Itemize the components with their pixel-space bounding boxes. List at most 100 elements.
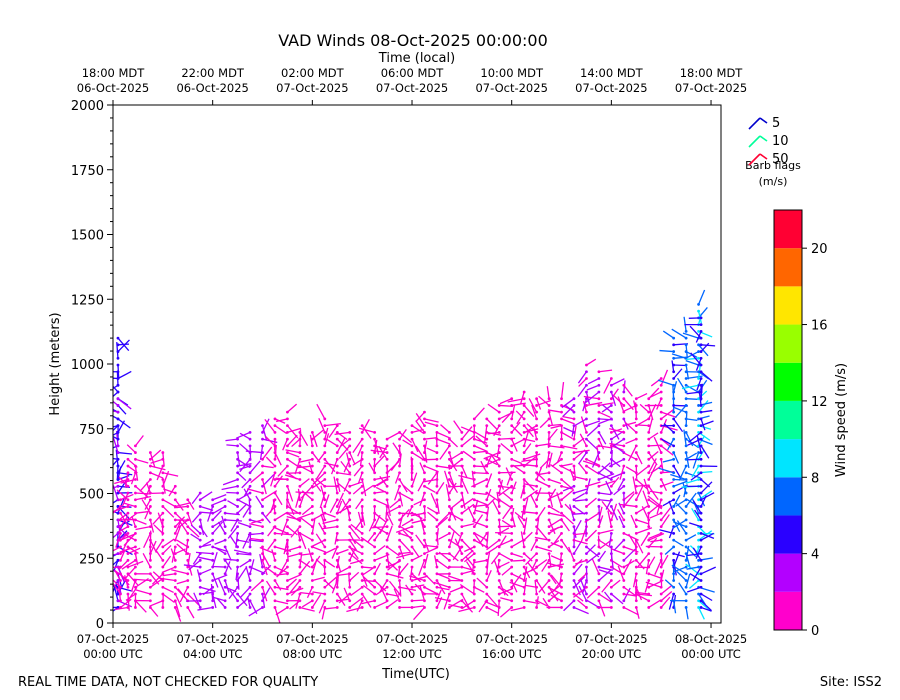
wind-barb <box>585 529 597 541</box>
wind-barb <box>299 533 307 550</box>
wind-barb-base <box>697 464 700 468</box>
wind-barb-base <box>286 417 289 421</box>
wind-barb-base <box>286 424 289 428</box>
wind-barb <box>393 588 401 601</box>
wind-barb <box>461 523 475 528</box>
wind-barb-base <box>435 579 439 582</box>
wind-barb <box>191 492 201 505</box>
wind-barb <box>290 526 301 538</box>
wind-barb-base <box>497 430 501 434</box>
wind-barb-base <box>286 518 289 522</box>
wind-barb <box>700 606 712 612</box>
wind-barb-base <box>335 424 339 428</box>
wind-barb-base <box>134 572 137 576</box>
wind-barb <box>298 458 313 463</box>
wind-barb-base <box>497 471 501 475</box>
wind-barb-base <box>547 552 551 555</box>
wind-barb-base <box>684 592 688 596</box>
wind-barb <box>278 559 288 575</box>
wind-barb-base <box>699 323 703 327</box>
wind-barb <box>274 475 283 487</box>
wind-barb-base <box>211 592 215 596</box>
wind-barb-base <box>360 424 364 428</box>
wind-barb-base <box>547 511 551 515</box>
wind-barb <box>212 521 224 534</box>
wind-barb <box>287 505 300 514</box>
wind-barb <box>274 600 289 605</box>
wind-barb <box>275 573 288 576</box>
wind-barb <box>127 593 130 611</box>
colorbar-tick-label: 12 <box>811 395 828 410</box>
wind-barb-base <box>126 585 130 589</box>
wind-barb <box>686 418 698 421</box>
wind-barb <box>698 400 709 413</box>
wind-barb-base <box>672 478 676 481</box>
wind-barb-base <box>585 585 588 589</box>
wind-barb <box>538 395 550 406</box>
wind-barb <box>436 580 446 595</box>
wind-barb <box>402 439 413 447</box>
wind-barb <box>673 465 682 480</box>
wind-barb <box>321 526 338 530</box>
wind-barb-base <box>116 491 120 495</box>
wind-barb-base <box>348 444 352 448</box>
wind-barb-base <box>248 437 252 441</box>
wind-barb-base <box>497 511 501 515</box>
wind-barb-base <box>385 545 389 549</box>
wind-barb-base <box>535 437 539 441</box>
wind-barb-base <box>410 545 414 549</box>
wind-barb <box>673 381 678 393</box>
wind-barb <box>349 559 363 565</box>
wind-barb-base <box>647 579 651 582</box>
wind-barb-base <box>198 606 202 609</box>
wind-barb-base <box>273 531 277 535</box>
wind-barb-base <box>119 511 122 515</box>
wind-barb <box>195 551 213 555</box>
wind-barb <box>358 427 375 434</box>
wind-barb <box>324 576 337 588</box>
wind-barb <box>673 368 683 379</box>
wind-barb-base <box>435 484 439 488</box>
wind-barb <box>635 484 644 500</box>
wind-barb-base <box>385 498 389 502</box>
wind-barb-base <box>410 444 414 448</box>
wind-barb-base <box>161 538 165 542</box>
wind-barb-base <box>684 558 688 562</box>
wind-barb <box>688 522 702 528</box>
wind-barb <box>694 509 702 521</box>
wind-barb-base <box>223 511 227 515</box>
wind-barb <box>411 584 425 588</box>
wind-barb-base <box>535 538 539 542</box>
wind-barb-base <box>622 585 626 589</box>
wind-barb <box>237 566 248 581</box>
wind-barb-base <box>697 370 700 374</box>
wind-barb-base <box>186 531 190 535</box>
wind-barb-base <box>684 383 688 387</box>
wind-barb-base <box>126 558 130 562</box>
wind-barb <box>643 478 650 494</box>
wind-barb-base <box>273 424 277 428</box>
wind-barb-base <box>211 585 215 589</box>
wind-barb <box>686 357 699 360</box>
wind-barb-base <box>248 525 252 529</box>
wind-barb <box>159 577 176 582</box>
wind-barb <box>561 485 573 490</box>
wind-barb <box>419 462 426 474</box>
wind-barb <box>686 566 699 570</box>
wind-barb-base <box>497 572 501 576</box>
wind-barb-base <box>485 498 489 502</box>
wind-barb-base <box>323 451 327 454</box>
wind-barb-base <box>699 444 703 448</box>
wind-barb-base <box>622 437 626 441</box>
wind-barb-base <box>597 565 601 569</box>
wind-barb <box>237 593 248 607</box>
wind-barb-base <box>310 444 314 448</box>
wind-barb-base <box>472 444 476 448</box>
wind-barb <box>362 566 374 569</box>
wind-barb <box>448 530 455 548</box>
wind-barb <box>210 499 226 507</box>
wind-barb-base <box>634 545 638 549</box>
wind-barb <box>617 509 625 521</box>
wind-barb <box>682 332 699 339</box>
wind-barb-base <box>609 518 613 522</box>
